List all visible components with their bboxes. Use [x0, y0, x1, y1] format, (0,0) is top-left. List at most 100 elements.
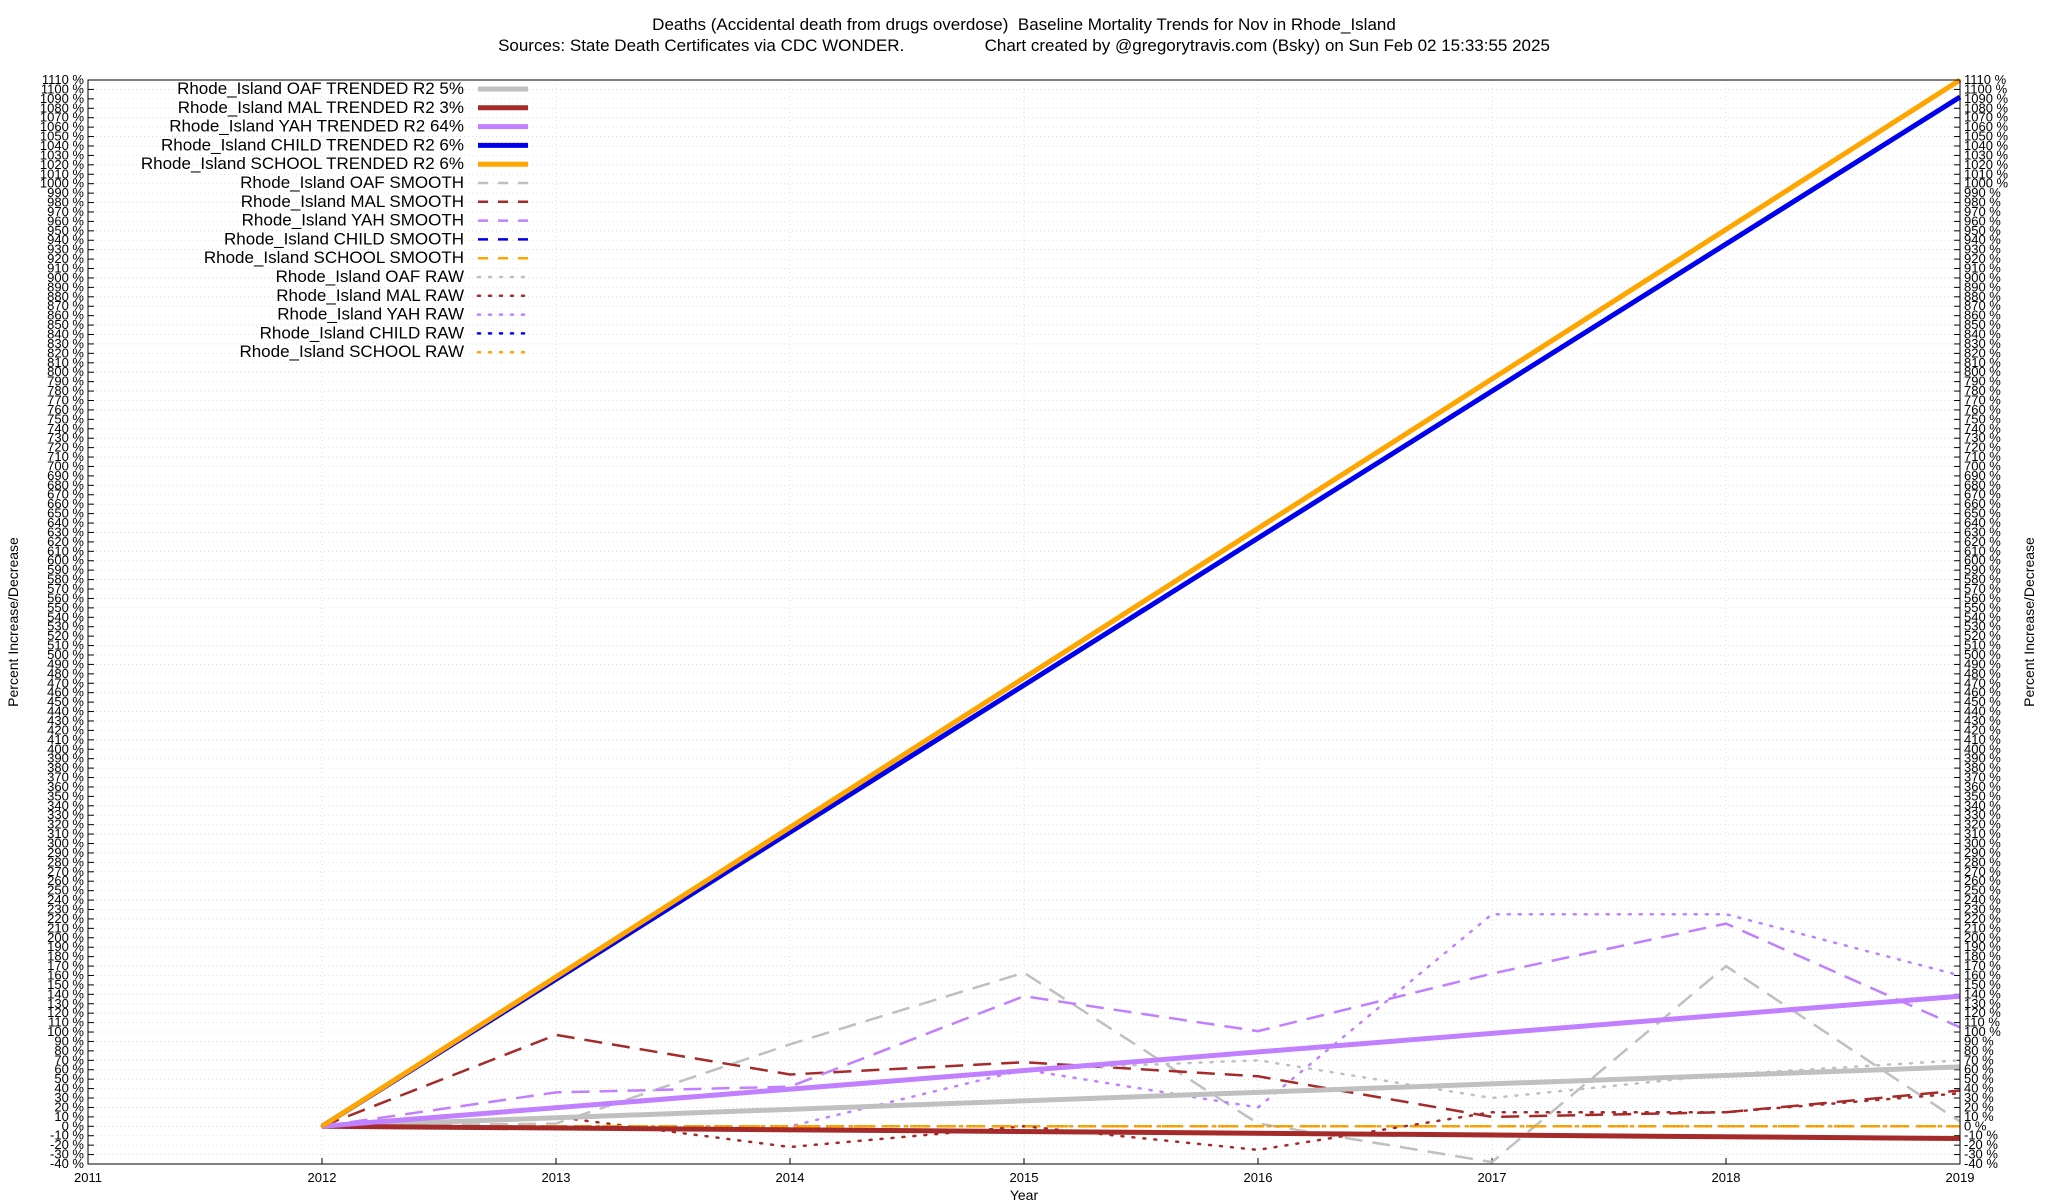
y-tick-label-left: 1010 % [40, 166, 85, 181]
y-tick-label-right: 240 % [1964, 892, 2001, 907]
y-tick-label-left: 360 % [47, 779, 84, 794]
y-tick-label-right: 200 % [1964, 930, 2001, 945]
y-tick-label-right: 930 % [1964, 242, 2001, 257]
chart-titles: Deaths (Accidental death from drugs over… [0, 14, 2048, 56]
y-tick-label-right: 50 % [1964, 1071, 1994, 1086]
y-tick-label-left: 550 % [47, 600, 84, 615]
plot-frame [87, 79, 1961, 1165]
chart-title: Deaths (Accidental death from drugs over… [652, 15, 1396, 34]
y-tick-label-right: 870 % [1964, 298, 2001, 313]
y-tick-label-right: 840 % [1964, 327, 2001, 342]
y-tick-label-right: 300 % [1964, 836, 2001, 851]
y-tick-label-right: 330 % [1964, 807, 2001, 822]
y-axis-label-left: Percent Increase/Decrease [5, 537, 21, 707]
y-tick-label-right: 210 % [1964, 920, 2001, 935]
y-tick-label-left: 390 % [47, 751, 84, 766]
y-axis-right-ticks: -40 %-30 %-20 %-10 %0 %10 %20 %30 %40 %5… [1954, 72, 2009, 1171]
y-tick-label-left: 1110 % [42, 72, 85, 87]
y-tick-label-left: 160 % [47, 967, 84, 982]
y-tick-label-right: 110 % [1964, 1015, 2000, 1030]
y-tick-label-left: 460 % [47, 685, 84, 700]
y-tick-label-left: 370 % [47, 770, 84, 785]
y-tick-label-right: 690 % [1964, 468, 2001, 483]
y-tick-label-right: 500 % [1964, 647, 2001, 662]
series-line-1 [321, 1123, 1961, 1141]
y-tick-label-right: 80 % [1964, 1043, 1994, 1058]
y-tick-label-right: 680 % [1964, 477, 2001, 492]
legend-label: Rhode_Island MAL TRENDED R2 3% [178, 98, 464, 117]
y-tick-label-right: 940 % [1964, 232, 2001, 247]
y-tick-label-left: 1020 % [40, 157, 85, 172]
y-tick-label-left: 250 % [47, 883, 84, 898]
y-tick-label-right: 0 % [1964, 1118, 1987, 1133]
y-tick-label-left: 780 % [47, 383, 84, 398]
y-tick-label-right: 640 % [1964, 515, 2001, 530]
y-tick-label-left: 140 % [47, 986, 84, 1001]
x-tick-label: 2019 [1946, 1170, 1975, 1185]
y-tick-label-left: 240 % [47, 892, 84, 907]
y-tick-label-left: 920 % [47, 251, 84, 266]
y-tick-label-right: 760 % [1964, 402, 2001, 417]
x-tick-label: 2013 [542, 1170, 571, 1185]
x-tick-label: 2012 [308, 1170, 337, 1185]
y-tick-label-left: 50 % [54, 1071, 84, 1086]
y-tick-label-right: 310 % [1964, 826, 2001, 841]
y-tick-label-right: 1020 % [1964, 157, 2009, 172]
y-tick-label-left: 440 % [47, 704, 84, 719]
y-tick-label-right: 30 % [1964, 1090, 1994, 1105]
y-tick-label-left: 910 % [47, 261, 84, 276]
y-tick-label-left: -30 % [50, 1147, 84, 1162]
y-tick-label-right: 70 % [1964, 1052, 1994, 1067]
y-tick-label-right: -40 % [1964, 1156, 1998, 1171]
y-tick-label-left: 210 % [47, 920, 84, 935]
y-tick-label-right: 60 % [1964, 1062, 1994, 1077]
y-tick-label-right: 160 % [1964, 967, 2001, 982]
y-tick-label-right: 860 % [1964, 308, 2001, 323]
y-tick-label-right: 960 % [1964, 213, 2001, 228]
y-tick-label-right: 600 % [1964, 553, 2001, 568]
y-tick-label-left: 1050 % [40, 129, 85, 144]
y-tick-label-left: 640 % [47, 515, 84, 530]
y-tick-label-right: 510 % [1964, 638, 2001, 653]
y-tick-label-left: 630 % [47, 524, 84, 539]
y-tick-label-right: 990 % [1964, 185, 2001, 200]
y-tick-label-left: -10 % [50, 1128, 84, 1143]
y-tick-label-right: 520 % [1964, 628, 2001, 643]
y-tick-label-right: 730 % [1964, 430, 2001, 445]
y-tick-label-left: 0 % [62, 1118, 85, 1133]
y-tick-label-right: 810 % [1964, 355, 2001, 370]
y-tick-label-left: 760 % [47, 402, 84, 417]
y-axis-label-right: Percent Increase/Decrease [2021, 537, 2037, 707]
x-tick-label: 2016 [1244, 1170, 1273, 1185]
y-tick-label-right: 250 % [1964, 883, 2001, 898]
y-tick-label-right: 1010 % [1964, 166, 2009, 181]
x-axis-label: Year [1010, 1187, 1039, 1200]
legend-label: Rhode_Island OAF TRENDED R2 5% [177, 79, 464, 98]
y-tick-label-left: 480 % [47, 666, 84, 681]
y-tick-label-right: 850 % [1964, 317, 2001, 332]
y-tick-label-right: 610 % [1964, 543, 2001, 558]
y-tick-label-left: 560 % [47, 590, 84, 605]
y-tick-label-left: 30 % [54, 1090, 84, 1105]
y-tick-label-left: 680 % [47, 477, 84, 492]
y-tick-label-left: 710 % [47, 449, 84, 464]
x-axis-ticks: 2011 2012 2013 2014 2015 2016 2017 2018 2019 [74, 1158, 1974, 1185]
y-tick-label-left: 280 % [47, 854, 84, 869]
series-line-11 [320, 1092, 1962, 1152]
y-tick-label-right: 90 % [1964, 1033, 1994, 1048]
y-tick-label-right: 340 % [1964, 798, 2001, 813]
x-tick-label: 2014 [776, 1170, 805, 1185]
y-tick-label-right: 670 % [1964, 487, 2001, 502]
y-tick-label-right: 230 % [1964, 901, 2001, 916]
y-tick-label-left: 420 % [47, 722, 84, 737]
y-tick-label-left: 520 % [47, 628, 84, 643]
y-tick-label-left: 730 % [47, 430, 84, 445]
y-tick-label-right: -30 % [1964, 1147, 1998, 1162]
legend-label: Rhode_Island OAF SMOOTH [240, 173, 464, 192]
y-tick-label-left: 860 % [47, 308, 84, 323]
y-tick-label-left: -40 % [50, 1156, 84, 1171]
x-tick-label: 2017 [1478, 1170, 1507, 1185]
y-tick-label-left: 320 % [47, 817, 84, 832]
y-tick-label-right: 620 % [1964, 534, 2001, 549]
y-tick-label-right: 650 % [1964, 506, 2001, 521]
